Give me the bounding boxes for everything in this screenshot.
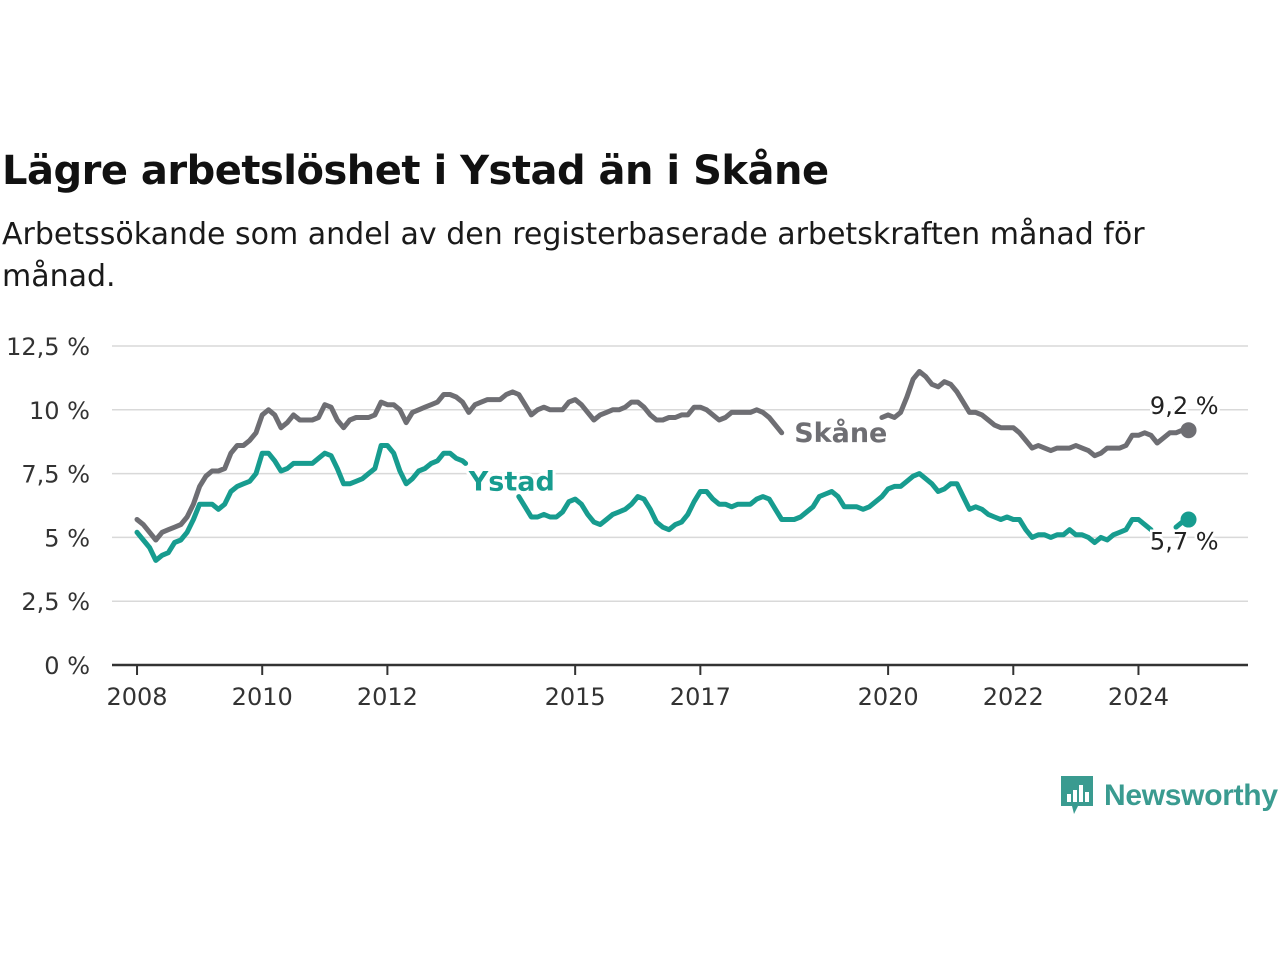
brand-name: Newsworthy <box>1104 779 1278 812</box>
end-value-label-sk-ne: 9,2 % <box>1150 392 1219 420</box>
series-end-point-sk-ne <box>1180 422 1197 439</box>
x-tick-label: 2010 <box>232 683 293 711</box>
series-line-ystad <box>516 471 1154 545</box>
gridlines <box>112 345 1248 602</box>
y-tick-label: 0 % <box>44 652 90 680</box>
series-end-point-ystad <box>1180 511 1197 528</box>
series-labels: 9,2 % 5,7 % Skåne Ystad <box>465 390 1221 558</box>
newsworthy-logo-icon <box>1061 776 1093 814</box>
series-line-sk-ne <box>134 389 785 543</box>
y-tick-label: 12,5 % <box>6 333 90 361</box>
end-value-label-ystad: 5,7 % <box>1150 528 1219 556</box>
series-name-label-ystad: Ystad <box>468 466 555 497</box>
series-line-sk-ne <box>879 369 1191 459</box>
y-tick-label: 2,5 % <box>21 588 90 616</box>
x-tick-label: 2015 <box>545 683 606 711</box>
newsworthy-logo[interactable]: Newsworthy <box>1058 774 1278 818</box>
chart-subtitle: Arbetssökande som andel av den registerb… <box>2 217 1145 294</box>
line-chart: 0 %2,5 %5 %7,5 %10 %12,5 % 2008 2010 2012 2… <box>6 333 1248 711</box>
y-tick-label: 7,5 % <box>21 461 90 489</box>
y-tick-label: 5 % <box>44 524 90 552</box>
chart-title: Lägre arbetslöshet i Ystad än i Skåne <box>2 148 829 194</box>
series-line-ystad <box>134 443 469 563</box>
series-name-label-sk-ne: Skåne <box>794 417 887 449</box>
x-tick-label: 2020 <box>858 683 919 711</box>
x-tick-label: 2022 <box>983 683 1044 711</box>
x-axis: 2008 2010 2012 2015 2017 2020 2022 2024 <box>106 663 1248 711</box>
x-tick-label: 2017 <box>670 683 731 711</box>
x-tick-label: 2008 <box>106 683 167 711</box>
series-lines <box>134 369 1197 563</box>
x-tick-label: 2024 <box>1108 683 1169 711</box>
y-tick-label: 10 % <box>29 397 90 425</box>
y-axis: 0 % 2,5 % 5 % 7,5 % 10 % 12,5 % <box>6 333 90 680</box>
x-tick-label: 2012 <box>357 683 418 711</box>
